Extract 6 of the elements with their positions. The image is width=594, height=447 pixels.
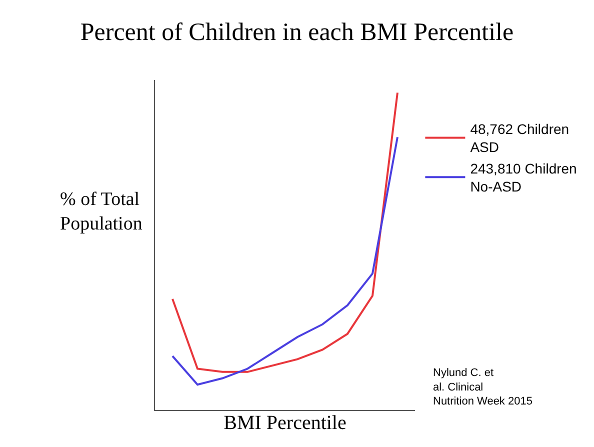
x-axis-title: BMI Percentile: [224, 412, 346, 434]
text: Nylund C. et al. Clinical Nutrition Week 2015: [433, 367, 532, 408]
chart-title: Percent of Children in each BMI Percentile: [80, 19, 514, 46]
legend-label: 48,762 Children ASD: [470, 121, 570, 156]
legend-label: 243,810 Children No-ASD: [470, 160, 577, 195]
y-axis-title: % of Total Population: [60, 189, 143, 235]
